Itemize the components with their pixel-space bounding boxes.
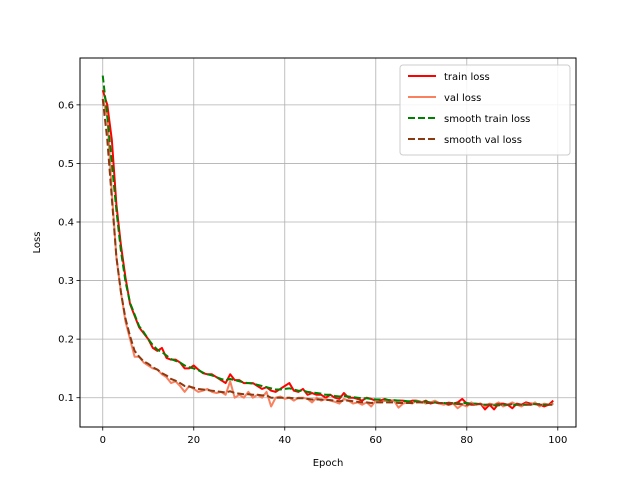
legend-box xyxy=(399,64,571,156)
x-tick-label: 80 xyxy=(460,435,473,446)
legend-label-val-loss: val loss xyxy=(444,93,481,104)
legend-label-smooth-val-loss: smooth val loss xyxy=(444,135,522,146)
x-tick-label: 40 xyxy=(278,435,291,446)
grid xyxy=(80,58,576,427)
y-tick-label: 0.1 xyxy=(58,393,74,404)
x-tick-label: 0 xyxy=(100,435,106,446)
legend-label-train-loss: train loss xyxy=(444,72,490,83)
ticks: 0 20 40 60 80 100 0.1 0.2 0.3 0.4 0.5 0.6 xyxy=(58,100,567,446)
y-tick-label: 0.3 xyxy=(58,276,74,287)
y-tick-label: 0.4 xyxy=(58,218,74,229)
x-tick-label: 60 xyxy=(369,435,382,446)
legend-label-smooth-train-loss: smooth train loss xyxy=(444,114,530,125)
series-smooth-val-loss xyxy=(101,98,554,406)
y-tick-label: 0.6 xyxy=(58,100,74,111)
legend: train loss val loss smooth train loss smoot… xyxy=(399,64,571,156)
y-tick-label: 0.5 xyxy=(58,159,74,170)
x-axis-label: Epoch xyxy=(313,458,344,469)
y-axis-label: Loss xyxy=(32,232,43,254)
x-tick-label: 100 xyxy=(548,435,567,446)
x-tick-label: 20 xyxy=(187,435,200,446)
series-layer xyxy=(101,75,554,411)
axes-frame xyxy=(79,57,577,428)
y-tick-label: 0.2 xyxy=(58,335,74,346)
